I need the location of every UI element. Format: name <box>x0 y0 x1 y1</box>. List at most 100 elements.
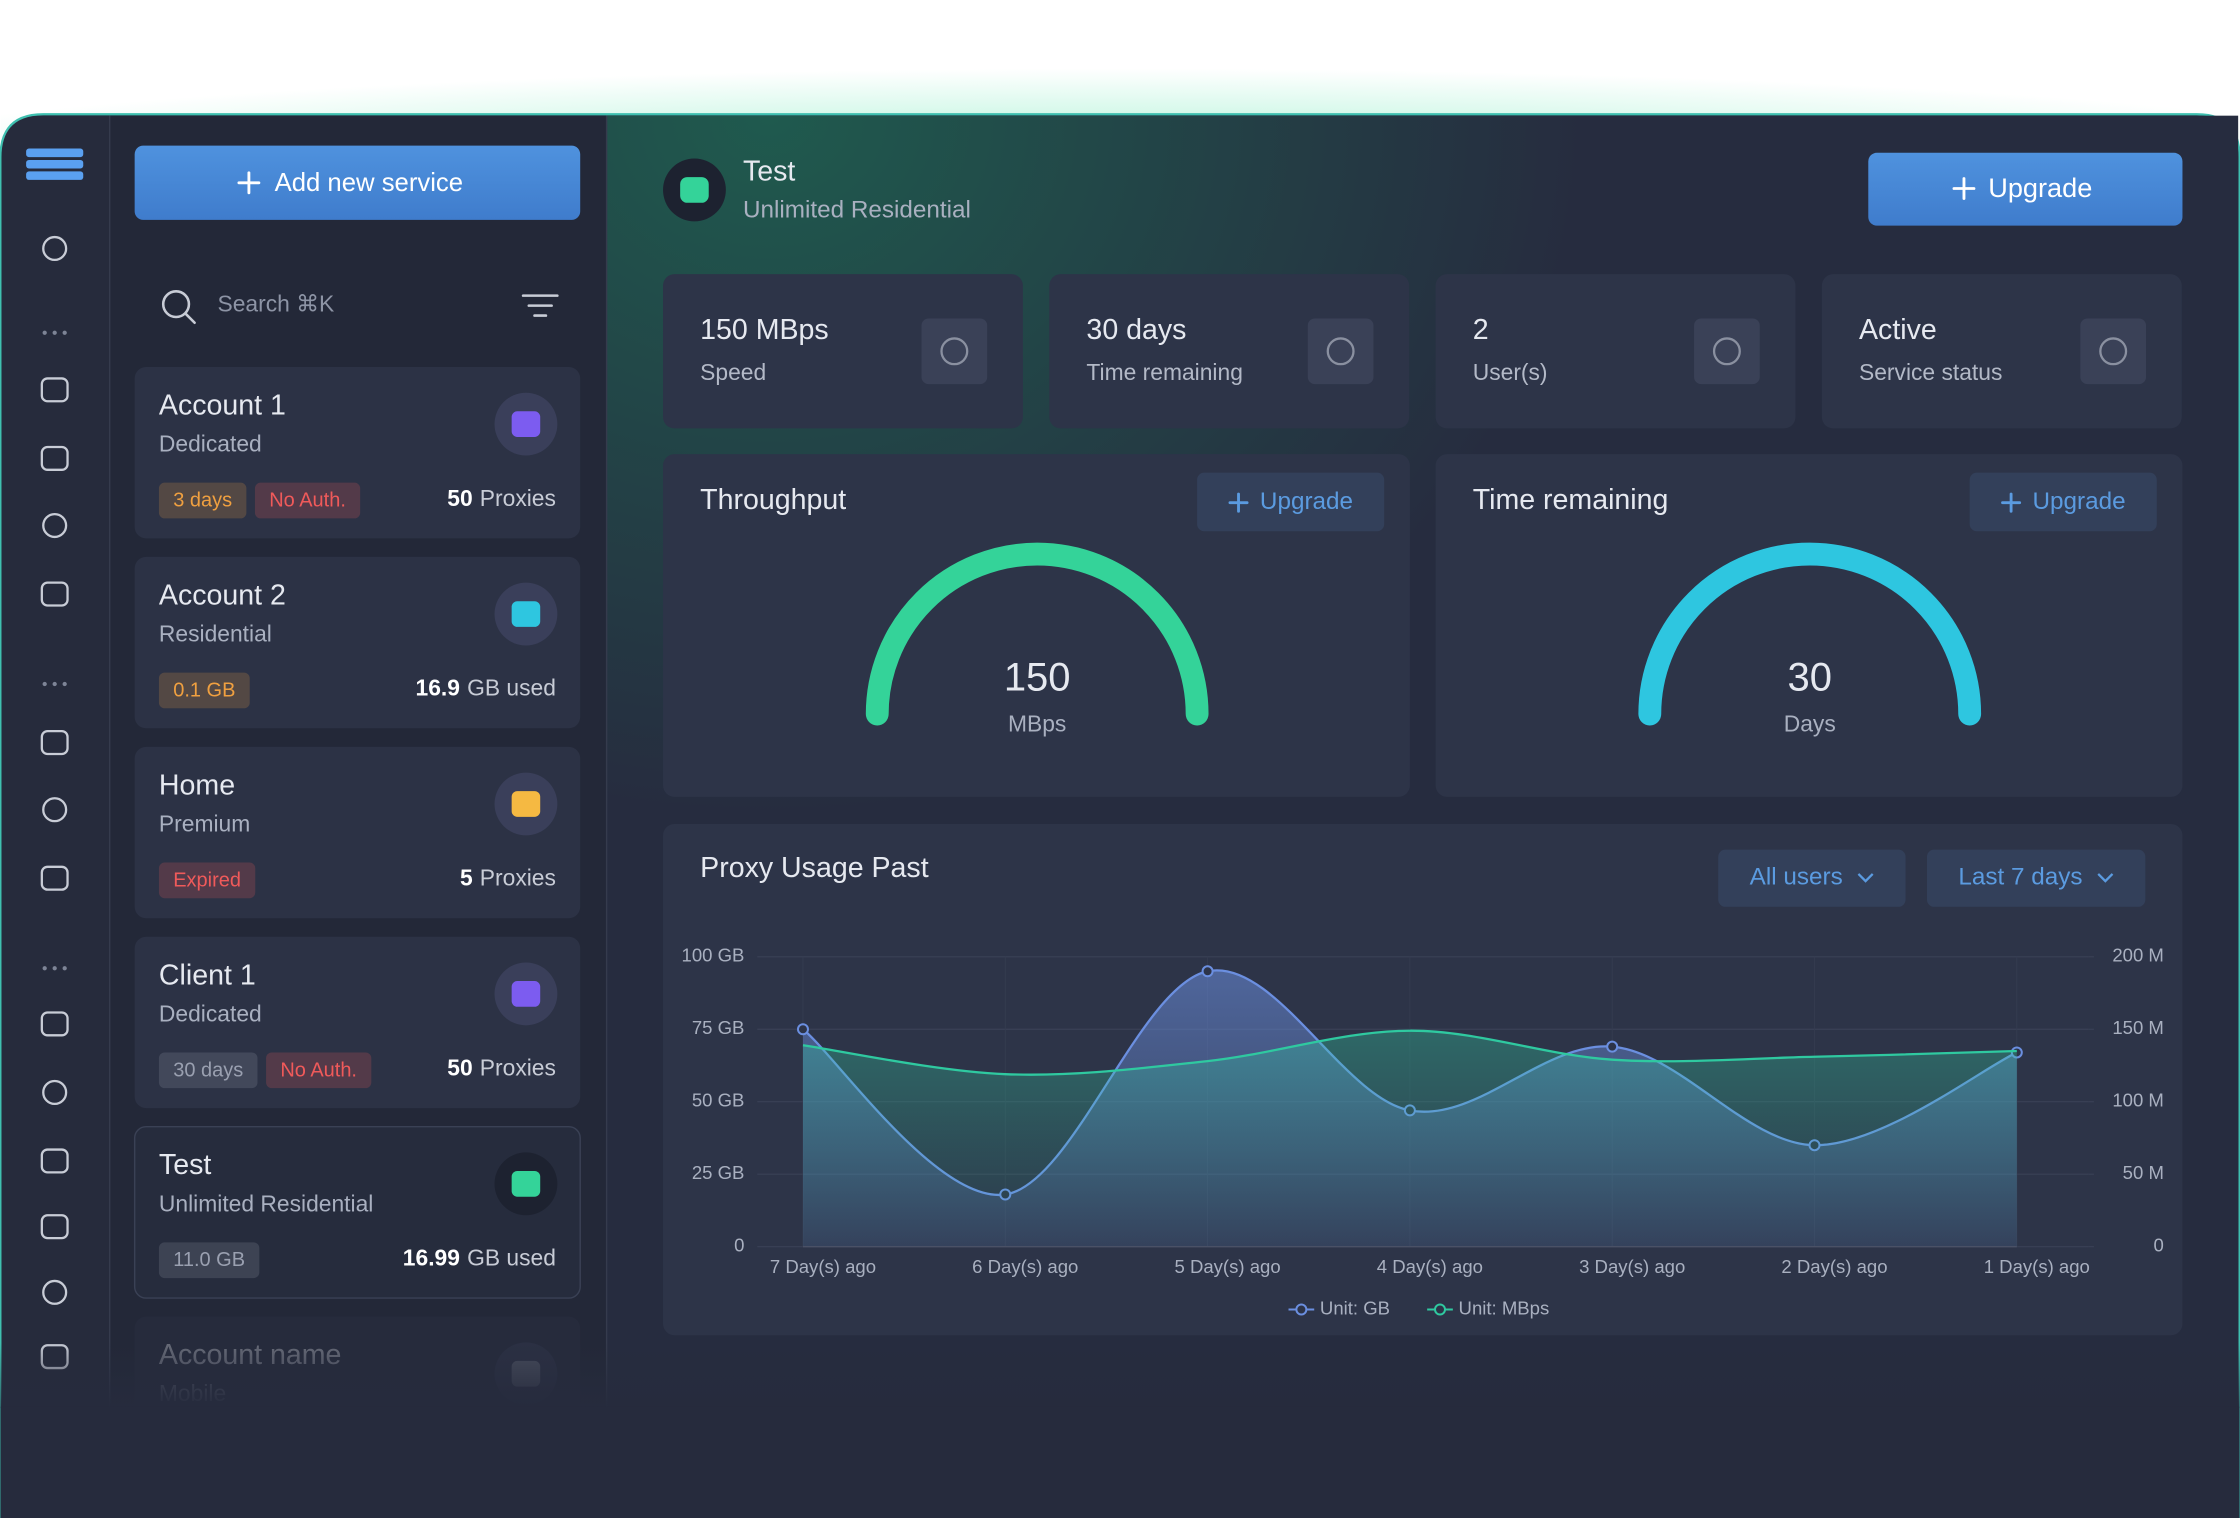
nav-icon[interactable] <box>40 445 69 471</box>
card-bg <box>134 367 581 539</box>
service-card[interactable]: Account 2 Residential 0.1 GB 16.9 GB used <box>134 556 581 729</box>
icon-shape <box>42 797 68 823</box>
service-type: Dedicated <box>159 1000 262 1026</box>
usage-amount: 5 <box>460 865 473 891</box>
logo-bar <box>26 171 84 180</box>
icon-strip <box>26 148 84 1370</box>
plus-icon <box>237 171 261 195</box>
tag: 30 days <box>158 1052 258 1089</box>
upgrade-button[interactable]: Upgrade <box>1868 152 2183 226</box>
usage-amount: 16.99 <box>403 1245 460 1271</box>
dropdown-bg <box>1718 849 1906 907</box>
bottom-bar <box>0 1406 2240 1518</box>
filter-dropdown[interactable]: All users <box>1718 849 1906 907</box>
nav-icon[interactable] <box>40 377 69 403</box>
stat-icon-bg <box>2080 318 2147 385</box>
menu-dot <box>62 330 67 335</box>
icon-shape <box>40 581 69 607</box>
legend-item[interactable]: Unit: GB <box>1288 1297 1391 1318</box>
nav-icon[interactable] <box>42 512 68 539</box>
tag-label: 3 days <box>173 490 232 512</box>
service-icon <box>511 981 541 1007</box>
stat-label: Speed <box>700 359 766 385</box>
tag-bg <box>254 482 361 519</box>
icon-shape <box>40 1214 69 1240</box>
usage-amount: 50 <box>447 485 472 511</box>
button-label: Upgrade <box>1988 172 2092 203</box>
service-card[interactable]: Account 1 Dedicated 3 days No Auth. 50 Proxie… <box>134 367 581 539</box>
icon-shape <box>42 1279 68 1305</box>
gauge-card: Time remaining Upgrade 30 Days <box>1435 454 2183 797</box>
filter-icon[interactable] <box>521 294 559 317</box>
legend-swatch <box>1295 1303 1308 1316</box>
service-icon <box>511 601 541 627</box>
stat-value: 2 <box>1473 314 1489 346</box>
service-header: Test Unlimited Residential Upgrade <box>663 152 2183 226</box>
nav-icon[interactable] <box>42 1079 68 1106</box>
gauge-arc <box>1638 542 1982 726</box>
stat-value: Active <box>1859 314 1937 346</box>
usage-unit: GB used <box>467 675 556 701</box>
tag: 3 days <box>158 482 247 519</box>
y2-tick-label: 50 M <box>2123 1162 2164 1183</box>
service-name: Client 1 <box>159 959 256 991</box>
service-card[interactable]: Home Premium Expired 5 Proxies <box>134 746 581 919</box>
add-service-button[interactable]: Add new service <box>134 145 581 220</box>
usage-amount: 16.9 <box>416 675 460 701</box>
gauge-upgrade-button[interactable]: Upgrade <box>1969 472 2157 532</box>
stat-value: 150 MBps <box>700 314 829 346</box>
service-card[interactable]: Client 1 Dedicated 30 days No Auth. 50 Proxie… <box>134 936 581 1109</box>
card-bg <box>663 454 1410 797</box>
nav-icon[interactable] <box>40 865 69 891</box>
service-icon <box>511 1170 541 1197</box>
nav-icon[interactable] <box>40 581 69 607</box>
stat-icon-bg <box>1307 318 1374 385</box>
card-bg <box>663 274 1023 429</box>
nav-icon[interactable] <box>40 1214 69 1240</box>
menu-dot <box>62 681 67 687</box>
stat-icon <box>940 337 969 366</box>
service-type: Residential <box>159 621 272 647</box>
icon-shape <box>40 1148 69 1174</box>
icon-shape <box>40 377 69 403</box>
gauge-value: 30 <box>1788 655 1832 699</box>
nav-icon[interactable] <box>40 730 69 756</box>
nav-icon[interactable] <box>42 797 68 823</box>
stat-card: 30 days Time remaining <box>1049 274 1410 429</box>
stat-label: Service status <box>1859 359 2002 385</box>
plus-icon <box>2001 492 2022 513</box>
menu-dot <box>52 330 57 335</box>
service-usage: 50 Proxies <box>447 1055 556 1081</box>
nav-icon[interactable] <box>42 235 68 262</box>
nav-icon[interactable] <box>40 1011 69 1037</box>
service-name: Home <box>159 769 235 801</box>
tag: 0.1 GB <box>158 672 250 709</box>
icon-shape <box>42 1079 68 1106</box>
service-usage: 50 Proxies <box>447 485 556 511</box>
button-bg <box>134 145 581 220</box>
nav-icon[interactable] <box>40 1148 69 1174</box>
bottom-fade <box>0 1342 2240 1409</box>
nav-icon[interactable] <box>42 1279 68 1305</box>
menu-dot <box>42 681 47 687</box>
x-tick-label: 7 Day(s) ago <box>770 1256 876 1277</box>
service-type: Premium <box>159 810 250 836</box>
y2-tick-label: 200 M <box>2112 945 2164 966</box>
search-box[interactable]: Search ⌘K <box>161 290 334 325</box>
stat-value: 30 days <box>1086 314 1186 346</box>
filter-dropdown[interactable]: Last 7 days <box>1926 849 2146 907</box>
y-tick-label: 25 GB <box>692 1162 745 1183</box>
tag-bg <box>158 672 250 709</box>
gauge-arc <box>865 542 1209 726</box>
service-usage: 5 Proxies <box>460 865 556 891</box>
service-usage: 16.99 GB used <box>403 1245 556 1271</box>
x-tick-label: 4 Day(s) ago <box>1377 1256 1483 1277</box>
service-name: Account 1 <box>159 390 286 422</box>
card-bg <box>133 1126 581 1299</box>
service-card[interactable]: Test Unlimited Residential 11.0 GB 16.99 GB … <box>133 1126 581 1299</box>
legend-item[interactable]: Unit: MBps <box>1427 1297 1549 1318</box>
gauge-upgrade-button[interactable]: Upgrade <box>1197 472 1385 532</box>
logo-bar <box>26 148 84 158</box>
tag-label: 0.1 GB <box>173 679 235 701</box>
dropdown-bg <box>1926 849 2146 907</box>
